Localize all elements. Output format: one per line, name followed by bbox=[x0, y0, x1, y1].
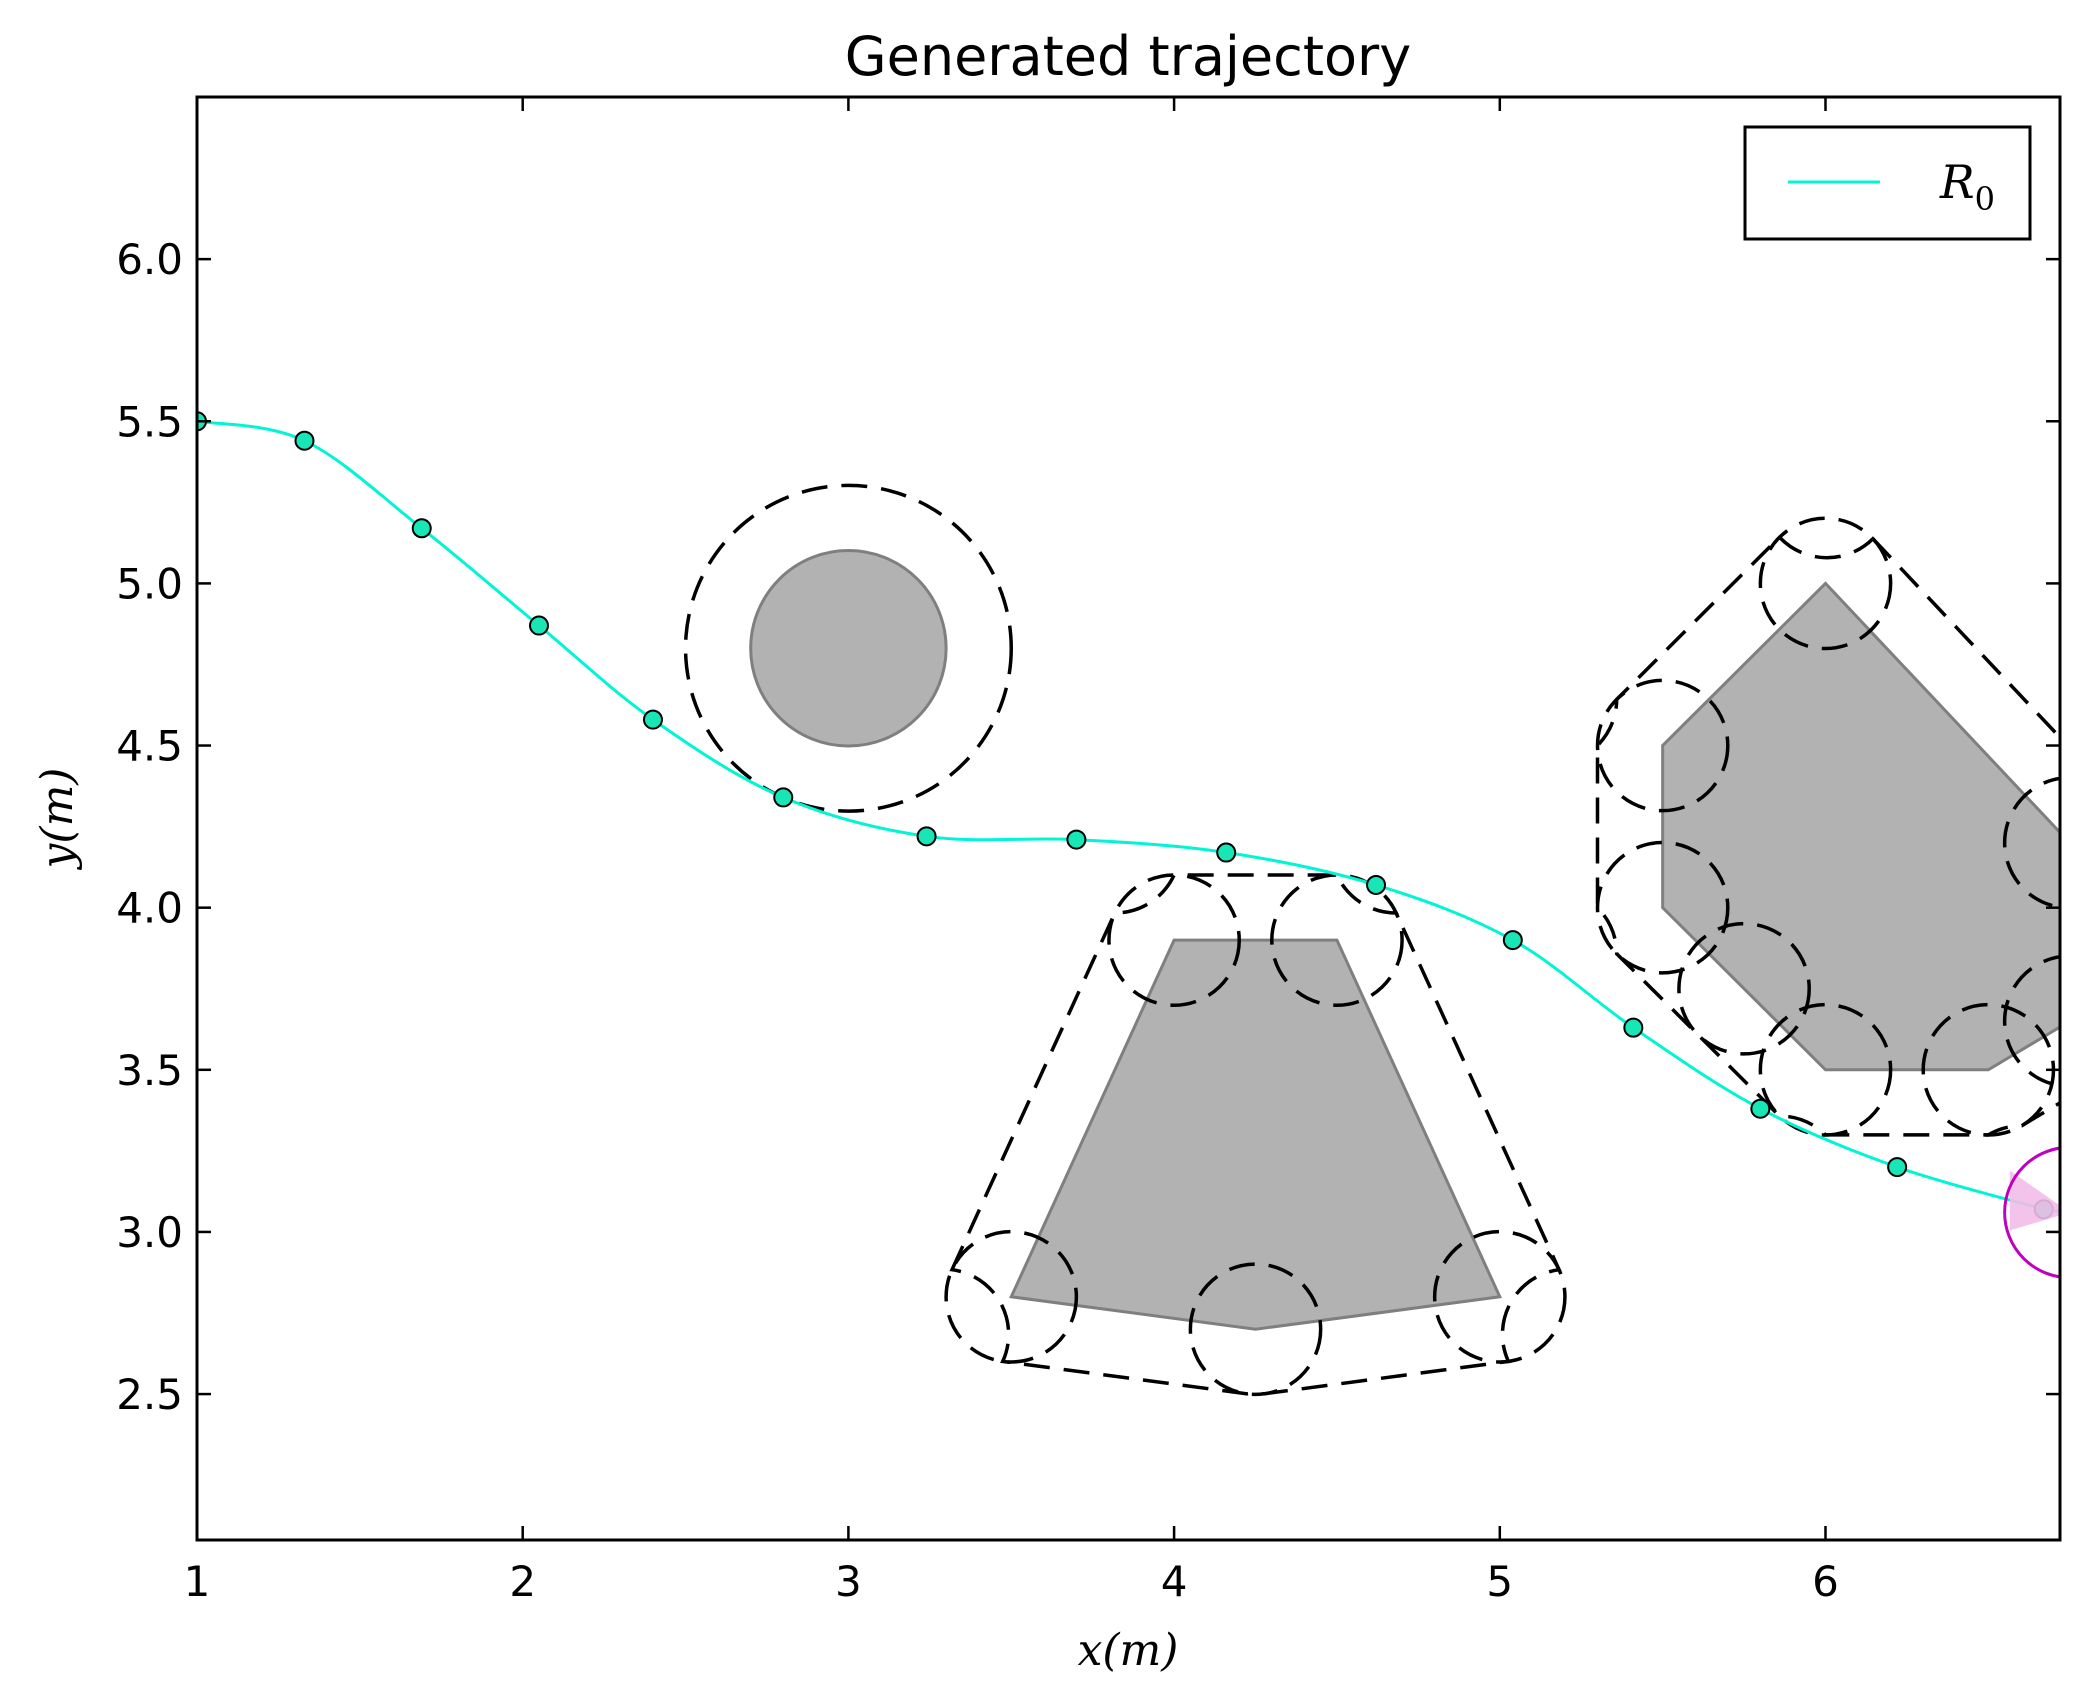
robot-heading-wedge bbox=[2009, 1170, 2060, 1231]
robot-footprint bbox=[2003, 1146, 2060, 1279]
trajectory-point-10 bbox=[1502, 930, 1523, 951]
y-tick-label-4: 4.5 bbox=[116, 722, 183, 771]
trajectory-point-4 bbox=[642, 709, 663, 730]
vertex-margin-circle-2-1 bbox=[2002, 776, 2060, 909]
safety-margins-layer bbox=[683, 483, 2060, 1397]
trajectory-point-3 bbox=[528, 615, 549, 636]
vertex-margin-circle-1-0 bbox=[944, 1229, 1079, 1364]
vertex-margin-circle-1-1 bbox=[1107, 873, 1241, 1007]
vertex-margin-circle-2-4 bbox=[1758, 1002, 1893, 1137]
x-tick-label-2: 3 bbox=[835, 1557, 862, 1606]
obstacle-2 bbox=[1661, 581, 2060, 1072]
plot-area bbox=[197, 411, 2060, 1397]
ticks-layer: 1 2 3 4 5 6 2.5 3.0 3.5 4.0 4.5 5.0 5.5 6.0 bbox=[116, 97, 2060, 1606]
legend-label-main: R bbox=[1939, 155, 1975, 209]
trajectory-point-12 bbox=[1750, 1098, 1771, 1119]
y-tick-label-0: 2.5 bbox=[116, 1370, 183, 1419]
trajectory-point-8 bbox=[1216, 842, 1237, 863]
safety-margin-2 bbox=[1595, 516, 2060, 1137]
x-tick-label-0: 1 bbox=[184, 1557, 211, 1606]
trajectory-point-13 bbox=[1887, 1157, 1908, 1178]
vertex-margin-circle-2-5 bbox=[1677, 921, 1811, 1056]
plot-frame bbox=[195, 95, 2062, 1542]
y-tick-label-6: 5.5 bbox=[116, 397, 183, 446]
legend-label-r0: R0 bbox=[1939, 155, 1995, 218]
trajectory-point-9 bbox=[1366, 874, 1387, 895]
x-tick-label-4: 5 bbox=[1486, 1557, 1513, 1606]
vertex-margin-circle-1-3 bbox=[1432, 1229, 1567, 1364]
vertex-margin-circle-2-2 bbox=[2002, 955, 2060, 1088]
y-axis-label: y(m) bbox=[32, 768, 83, 871]
trajectory-point-6 bbox=[916, 826, 937, 847]
series-layer bbox=[197, 411, 2060, 1220]
x-tick-label-5: 6 bbox=[1812, 1557, 1839, 1606]
safety-margin-0 bbox=[683, 483, 1013, 813]
x-tick-label-1: 2 bbox=[509, 1557, 536, 1606]
y-tick-label-3: 4.0 bbox=[116, 884, 183, 933]
y-tick-label-7: 6.0 bbox=[116, 235, 183, 284]
y-tick-label-1: 3.0 bbox=[116, 1208, 183, 1257]
safety-margin-1 bbox=[944, 873, 1567, 1397]
vertex-margin-circle-1-2 bbox=[1270, 873, 1404, 1007]
safety-margin-outline-1 bbox=[949, 873, 1562, 1396]
legend-label-subscript: 0 bbox=[1975, 180, 1995, 218]
vertex-margin-circle-2-7 bbox=[1595, 678, 1730, 813]
trajectory-point-11 bbox=[1623, 1017, 1644, 1038]
trajectory-point-7 bbox=[1066, 829, 1087, 850]
obstacles-layer bbox=[749, 549, 2060, 1331]
y-tick-label-2: 3.5 bbox=[116, 1046, 183, 1095]
legend: R0 bbox=[1743, 125, 2032, 241]
obstacle-0 bbox=[749, 549, 948, 748]
x-axis-label: x(m) bbox=[1078, 1625, 1179, 1676]
trajectory-point-5 bbox=[773, 787, 794, 808]
trajectory-point-1 bbox=[294, 430, 315, 451]
vertex-margin-circle-1-4 bbox=[1188, 1262, 1323, 1397]
vertex-margin-circle-2-6 bbox=[1595, 840, 1730, 975]
robot-layer bbox=[2003, 1146, 2060, 1279]
chart-title: Generated trajectory bbox=[845, 25, 1411, 88]
vertex-margin-circle-2-0 bbox=[1758, 516, 1893, 651]
safety-margin-outline-2 bbox=[1595, 534, 2060, 1137]
y-tick-label-5: 5.0 bbox=[116, 559, 183, 608]
x-tick-label-3: 4 bbox=[1161, 1557, 1188, 1606]
legend-box bbox=[1743, 125, 2032, 241]
trajectory-point-2 bbox=[411, 518, 432, 539]
